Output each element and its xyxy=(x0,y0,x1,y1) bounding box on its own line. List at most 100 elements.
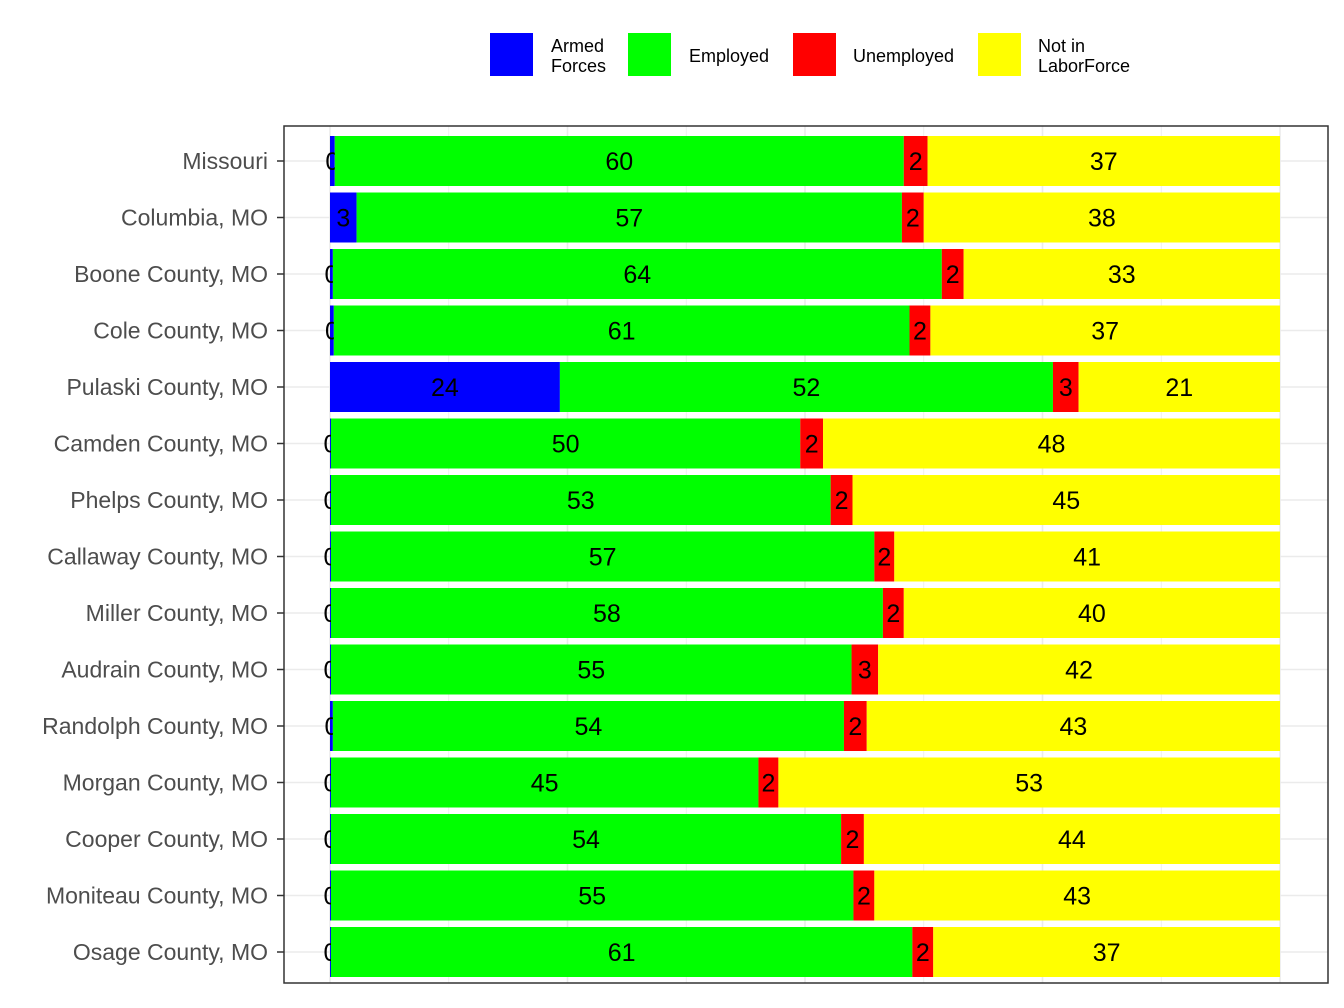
data-label-not-in-laborforce-camden-county-mo: 48 xyxy=(1038,431,1066,459)
bar-armed-forces-cooper-county-mo xyxy=(330,814,332,864)
y-tick-label-camden-county-mo: Camden County, MO xyxy=(54,431,268,457)
bar-not-in-laborforce-cooper-county-mo xyxy=(863,814,1280,864)
y-tick-label-boone-county-mo: Boone County, MO xyxy=(74,261,268,287)
chart-legend: Armed Forces Employed Unemployed Not in … xyxy=(0,0,1344,100)
data-label-unemployed-cooper-county-mo: 2 xyxy=(846,826,860,854)
bar-not-in-laborforce-osage-county-mo xyxy=(933,927,1280,977)
data-label-employed-columbia-mo: 57 xyxy=(615,205,643,233)
y-tick-label-moniteau-county-mo: Moniteau County, MO xyxy=(46,883,268,909)
bar-armed-forces-boone-county-mo xyxy=(330,249,333,299)
y-tick-label-miller-county-mo: Miller County, MO xyxy=(86,600,268,626)
data-label-not-in-laborforce-phelps-county-mo: 45 xyxy=(1052,487,1080,515)
bar-not-in-laborforce-miller-county-mo xyxy=(903,588,1280,638)
bar-armed-forces-miller-county-mo xyxy=(330,588,332,638)
data-label-employed-miller-county-mo: 58 xyxy=(593,600,621,628)
bar-unemployed-boone-county-mo xyxy=(941,249,964,299)
bar-armed-forces-osage-county-mo xyxy=(330,927,332,977)
bar-employed-cole-county-mo xyxy=(333,305,910,356)
bar-not-in-laborforce-callaway-county-mo xyxy=(894,531,1280,582)
bar-employed-camden-county-mo xyxy=(330,418,801,469)
bar-unemployed-moniteau-county-mo xyxy=(853,870,875,921)
data-label-not-in-laborforce-moniteau-county-mo: 43 xyxy=(1063,883,1091,911)
bar-not-in-laborforce-camden-county-mo xyxy=(823,418,1280,469)
bar-employed-phelps-county-mo xyxy=(330,475,831,525)
bar-unemployed-phelps-county-mo xyxy=(830,475,853,525)
data-label-employed-camden-county-mo: 50 xyxy=(552,431,580,459)
bar-unemployed-osage-county-mo xyxy=(912,927,934,977)
data-label-employed-cole-county-mo: 61 xyxy=(608,318,636,346)
bar-not-in-laborforce-phelps-county-mo xyxy=(852,475,1280,525)
data-label-employed-pulaski-county-mo: 52 xyxy=(793,374,821,402)
data-label-unemployed-audrain-county-mo: 3 xyxy=(858,657,872,685)
y-tick-label-phelps-county-mo: Phelps County, MO xyxy=(70,487,268,513)
bar-armed-forces-audrain-county-mo xyxy=(330,644,332,695)
bar-armed-forces-cole-county-mo xyxy=(330,305,334,356)
bar-not-in-laborforce-morgan-county-mo xyxy=(778,757,1280,808)
bar-unemployed-morgan-county-mo xyxy=(758,757,779,808)
bar-armed-forces-pulaski-county-mo xyxy=(330,362,560,412)
bar-employed-randolph-county-mo xyxy=(332,701,844,751)
y-tick-label-callaway-county-mo: Callaway County, MO xyxy=(47,544,268,570)
data-label-not-in-laborforce-columbia-mo: 38 xyxy=(1088,205,1116,233)
data-label-employed-audrain-county-mo: 55 xyxy=(577,657,605,685)
y-tick-label-randolph-county-mo: Randolph County, MO xyxy=(42,713,268,739)
data-label-unemployed-phelps-county-mo: 2 xyxy=(835,487,849,515)
data-label-not-in-laborforce-cooper-county-mo: 44 xyxy=(1058,826,1086,854)
bar-armed-forces-camden-county-mo xyxy=(330,418,332,469)
data-label-employed-randolph-county-mo: 54 xyxy=(574,713,602,741)
data-label-not-in-laborforce-osage-county-mo: 37 xyxy=(1093,939,1121,967)
data-label-unemployed-randolph-county-mo: 2 xyxy=(848,713,862,741)
bar-unemployed-camden-county-mo xyxy=(800,418,824,469)
legend-swatch-not-in-labor-force xyxy=(978,33,1021,76)
bar-armed-forces-morgan-county-mo xyxy=(330,757,332,808)
bar-employed-pulaski-county-mo xyxy=(559,362,1053,412)
legend-label-not-in-labor-force: Not in LaborForce xyxy=(1038,36,1131,76)
bar-armed-forces-callaway-county-mo xyxy=(330,531,332,582)
bar-employed-moniteau-county-mo xyxy=(330,870,854,921)
bar-not-in-laborforce-randolph-county-mo xyxy=(866,701,1280,751)
plot-panel-border xyxy=(283,125,1329,984)
data-label-not-in-laborforce-audrain-county-mo: 42 xyxy=(1065,657,1093,685)
bar-unemployed-columbia-mo xyxy=(901,192,924,243)
data-label-unemployed-missouri: 2 xyxy=(909,148,923,176)
bar-unemployed-cole-county-mo xyxy=(909,305,931,356)
data-label-not-in-laborforce-boone-county-mo: 33 xyxy=(1108,261,1136,289)
legend-label-employed: Employed xyxy=(689,46,770,66)
bar-employed-cooper-county-mo xyxy=(330,814,842,864)
bar-unemployed-cooper-county-mo xyxy=(841,814,864,864)
y-tick-label-morgan-county-mo: Morgan County, MO xyxy=(63,770,268,796)
legend-label-unemployed: Unemployed xyxy=(853,46,955,66)
data-label-unemployed-camden-county-mo: 2 xyxy=(805,431,819,459)
data-label-employed-osage-county-mo: 61 xyxy=(608,939,636,967)
y-tick-label-missouri: Missouri xyxy=(182,148,268,174)
bar-employed-boone-county-mo xyxy=(332,249,942,299)
bar-armed-forces-missouri xyxy=(330,136,335,186)
data-label-employed-boone-county-mo: 64 xyxy=(623,261,651,289)
data-label-not-in-laborforce-callaway-county-mo: 41 xyxy=(1073,544,1101,572)
y-tick-label-osage-county-mo: Osage County, MO xyxy=(73,939,268,965)
data-label-not-in-laborforce-cole-county-mo: 37 xyxy=(1091,318,1119,346)
bar-unemployed-missouri xyxy=(903,136,928,186)
data-label-not-in-laborforce-missouri: 37 xyxy=(1090,148,1118,176)
data-label-unemployed-pulaski-county-mo: 3 xyxy=(1059,374,1073,402)
bar-employed-osage-county-mo xyxy=(330,927,913,977)
data-label-employed-cooper-county-mo: 54 xyxy=(572,826,600,854)
bar-employed-morgan-county-mo xyxy=(330,757,759,808)
legend-swatch-employed xyxy=(628,33,671,76)
data-label-not-in-laborforce-miller-county-mo: 40 xyxy=(1078,600,1106,628)
bar-not-in-laborforce-moniteau-county-mo xyxy=(874,870,1280,921)
y-tick-label-cooper-county-mo: Cooper County, MO xyxy=(65,826,268,852)
bar-not-in-laborforce-boone-county-mo xyxy=(963,249,1280,299)
data-label-employed-callaway-county-mo: 57 xyxy=(589,544,617,572)
bar-unemployed-audrain-county-mo xyxy=(851,644,879,695)
bar-not-in-laborforce-columbia-mo xyxy=(923,192,1280,243)
bar-unemployed-pulaski-county-mo xyxy=(1052,362,1079,412)
bar-armed-forces-moniteau-county-mo xyxy=(330,870,332,921)
bar-not-in-laborforce-missouri xyxy=(927,136,1280,186)
bar-employed-columbia-mo xyxy=(356,192,902,243)
bar-armed-forces-randolph-county-mo xyxy=(330,701,333,751)
bar-unemployed-randolph-county-mo xyxy=(843,701,867,751)
bar-employed-audrain-county-mo xyxy=(330,644,852,695)
data-label-not-in-laborforce-pulaski-county-mo: 21 xyxy=(1165,374,1193,402)
